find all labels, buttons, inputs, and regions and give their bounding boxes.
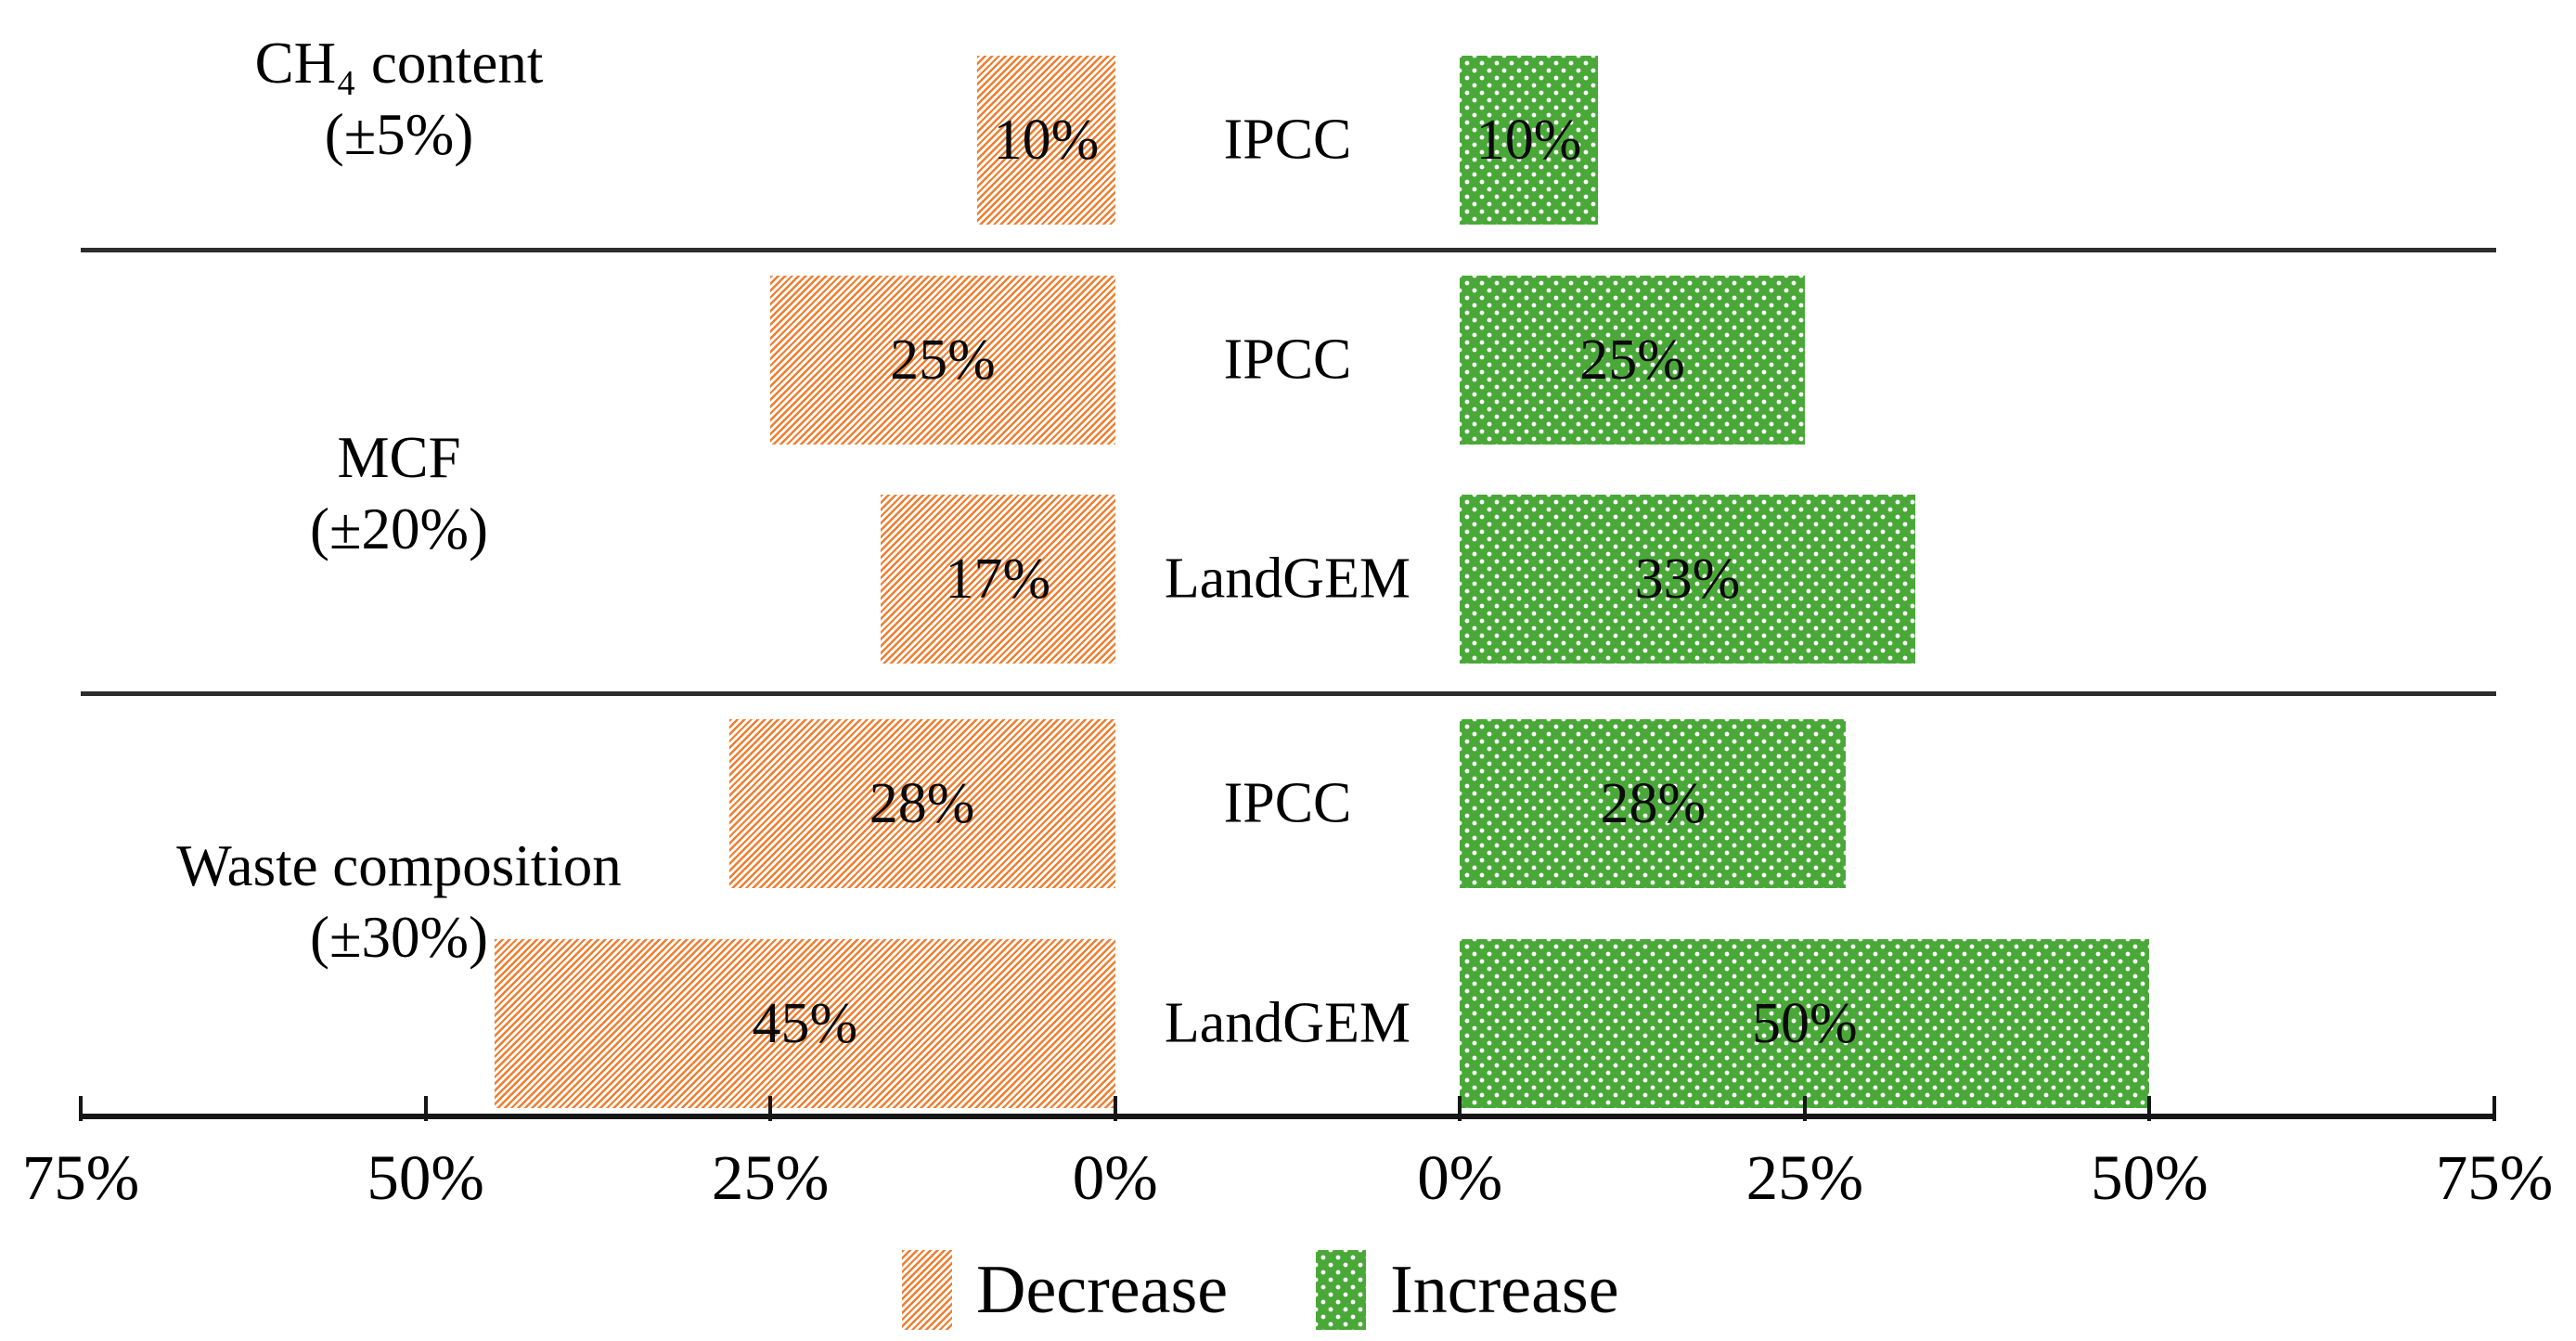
- x-axis-tick-label: 50%: [2091, 1142, 2209, 1213]
- increase-value-label: 50%: [1752, 991, 1858, 1055]
- group-divider-line: [81, 248, 2496, 252]
- category-uncertainty: (±5%): [324, 102, 474, 167]
- increase-bar-ipcc: 28%: [1460, 719, 1847, 888]
- model-label-ipcc: IPCC: [1223, 771, 1352, 835]
- increase-value-label: 10%: [1475, 108, 1582, 172]
- increase-value-label: 28%: [1600, 771, 1707, 835]
- category-name: MCF: [337, 425, 461, 490]
- decrease-value-label: 45%: [752, 991, 858, 1055]
- model-label-landgem: LandGEM: [1164, 991, 1411, 1055]
- legend: Decrease Increase: [902, 1250, 1707, 1330]
- decrease-value-label: 17%: [945, 547, 1051, 611]
- x-axis-tick: [2492, 1096, 2496, 1121]
- category-uncertainty: (±20%): [309, 496, 488, 561]
- increase-value-label: 33%: [1634, 547, 1741, 611]
- x-axis-tick-label: 75%: [2435, 1142, 2554, 1213]
- category-name: Waste composition: [176, 833, 622, 898]
- model-label-ipcc: IPCC: [1223, 328, 1352, 392]
- x-axis-tick: [1113, 1096, 1117, 1121]
- increase-bar-landgem: 33%: [1460, 495, 1915, 664]
- legend-label-increase: Increase: [1390, 1252, 1619, 1328]
- decrease-bar-ipcc: 25%: [770, 276, 1115, 445]
- x-axis-tick: [423, 1096, 428, 1121]
- x-axis-tick-label: 75%: [21, 1142, 140, 1213]
- x-axis-tick: [1458, 1096, 1462, 1121]
- model-label-ipcc: IPCC: [1223, 108, 1352, 172]
- x-axis-tick-label: 0%: [1417, 1142, 1503, 1213]
- decrease-bar-landgem: 45%: [494, 939, 1115, 1108]
- increase-value-label: 25%: [1579, 328, 1685, 392]
- model-label-landgem: LandGEM: [1164, 547, 1411, 611]
- category-label-ch4-content: CH₄ content (±5%): [0, 28, 798, 171]
- x-axis-tick-label: 50%: [367, 1142, 484, 1213]
- legend-item-decrease: Decrease: [902, 1250, 1228, 1330]
- increase-bar-ipcc: 25%: [1460, 276, 1805, 445]
- x-axis-tick: [2147, 1096, 2152, 1121]
- legend-label-decrease: Decrease: [976, 1252, 1229, 1328]
- x-axis-tick: [79, 1096, 83, 1121]
- group-divider-line: [81, 691, 2496, 696]
- decrease-bar-ipcc: 10%: [977, 56, 1115, 225]
- category-label-waste-composition: Waste composition (±30%): [0, 831, 798, 974]
- category-name: CH₄ content: [254, 31, 544, 96]
- legend-item-increase: Increase: [1316, 1250, 1619, 1330]
- increase-bar-landgem: 50%: [1460, 939, 2150, 1108]
- category-uncertainty: (±30%): [309, 905, 488, 970]
- x-axis-tick: [1802, 1096, 1807, 1121]
- decrease-bar-ipcc: 28%: [728, 719, 1115, 888]
- decrease-bar-landgem: 17%: [881, 495, 1115, 664]
- x-axis-tick: [768, 1096, 773, 1121]
- increase-bar-ipcc: 10%: [1460, 56, 1598, 225]
- increase-swatch-icon: [1316, 1250, 1367, 1330]
- x-axis-tick-label: 0%: [1072, 1142, 1158, 1213]
- x-axis-line: [81, 1114, 2494, 1119]
- decrease-swatch-icon: [902, 1250, 952, 1330]
- category-label-mcf: MCF (±20%): [0, 422, 798, 565]
- x-axis-tick-label: 25%: [711, 1142, 830, 1213]
- decrease-value-label: 10%: [993, 108, 1100, 172]
- x-axis-tick-label: 25%: [1745, 1142, 1864, 1213]
- decrease-value-label: 28%: [869, 771, 975, 835]
- decrease-value-label: 25%: [890, 328, 996, 392]
